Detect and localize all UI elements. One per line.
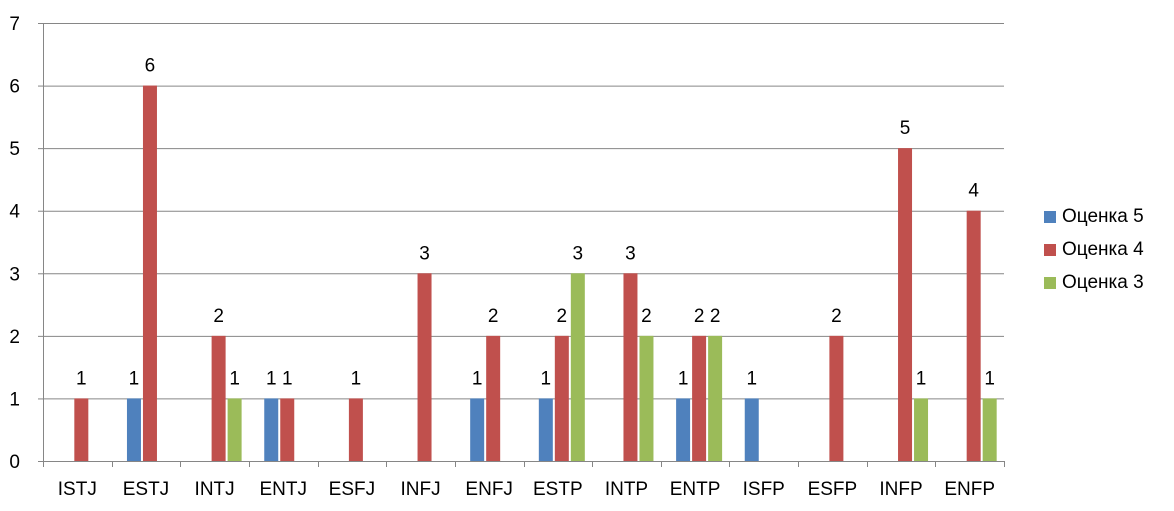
bar	[639, 335, 654, 461]
legend-swatch	[1044, 210, 1056, 223]
data-label: 1	[229, 368, 240, 389]
data-label: 1	[541, 368, 552, 389]
data-label: 2	[488, 306, 499, 327]
bar	[982, 398, 997, 461]
bar	[623, 273, 638, 461]
data-label: 2	[641, 306, 652, 327]
data-label: 2	[694, 306, 705, 327]
data-label: 1	[678, 368, 689, 389]
data-label: 2	[710, 306, 721, 327]
bar	[554, 335, 569, 461]
x-tick-label: ISFP	[743, 479, 785, 500]
data-label: 4	[968, 181, 979, 202]
x-tick-label: INTJ	[195, 479, 235, 500]
bar	[142, 85, 157, 462]
data-label: 1	[76, 368, 87, 389]
x-tick-label: ENFJ	[465, 479, 513, 500]
bar	[470, 398, 485, 461]
legend-item: Оценка 5	[1044, 200, 1144, 233]
legend-swatch	[1044, 276, 1056, 289]
bar	[126, 398, 141, 461]
x-tick-label: ENFP	[944, 479, 995, 500]
x-tick-label: INTP	[605, 479, 648, 500]
data-label: 2	[213, 306, 224, 327]
x-tick-label: ENTJ	[260, 479, 308, 500]
legend-item: Оценка 4	[1044, 233, 1144, 266]
data-label: 1	[472, 368, 483, 389]
bar	[676, 398, 691, 461]
bar	[570, 273, 585, 461]
bar	[280, 398, 295, 461]
data-label: 3	[573, 243, 584, 264]
axes: 0 1 2 3 4 5 6 7 ISTJ ESTJ INTJ ENTJ ESFJ INFJ ENFJ ESTP…	[9, 14, 1005, 500]
bar	[898, 148, 913, 461]
bar	[211, 335, 226, 461]
data-label: 6	[145, 56, 156, 77]
x-tick-label: ESFJ	[329, 479, 375, 500]
legend: Оценка 5 Оценка 4 Оценка 3	[1044, 200, 1144, 299]
x-tick-label: ESTJ	[123, 479, 169, 500]
bar	[692, 335, 707, 461]
y-tick-label: 3	[9, 264, 20, 285]
bar	[744, 398, 759, 461]
legend-swatch	[1044, 243, 1056, 256]
bar	[74, 398, 89, 461]
gridlines	[43, 23, 1004, 400]
data-label: 1	[746, 368, 757, 389]
data-label: 1	[916, 368, 927, 389]
data-label: 2	[557, 306, 568, 327]
x-tick-label: INFP	[879, 479, 922, 500]
bars	[74, 85, 997, 462]
x-tick-label: ENTP	[670, 479, 721, 500]
x-tick-label: INFJ	[400, 479, 440, 500]
x-tick-label: ISTJ	[58, 479, 97, 500]
data-label: 5	[900, 118, 911, 139]
y-tick-label: 1	[9, 389, 20, 410]
bar	[264, 398, 279, 461]
bar	[348, 398, 363, 461]
data-label: 3	[625, 243, 636, 264]
bar	[829, 335, 844, 461]
y-tick-label: 7	[9, 14, 20, 35]
y-tick-label: 2	[9, 327, 20, 348]
legend-label: Оценка 3	[1062, 271, 1144, 293]
legend-item: Оценка 3	[1044, 266, 1144, 299]
y-tick-label: 6	[9, 77, 20, 98]
legend-label: Оценка 5	[1062, 205, 1144, 227]
bar	[914, 398, 929, 461]
data-label: 3	[419, 243, 430, 264]
y-tick-label: 5	[9, 139, 20, 160]
data-label: 1	[351, 368, 362, 389]
bar	[227, 398, 242, 461]
bar	[966, 210, 981, 461]
data-label: 1	[282, 368, 293, 389]
data-label: 1	[266, 368, 277, 389]
bar	[417, 273, 432, 461]
legend-label: Оценка 4	[1062, 238, 1144, 260]
bar	[708, 335, 723, 461]
bar	[486, 335, 501, 461]
x-tick-label: ESTP	[533, 479, 583, 500]
y-tick-label: 4	[9, 202, 20, 223]
data-label: 1	[129, 368, 140, 389]
x-tick-label: ESFP	[808, 479, 858, 500]
data-label: 2	[831, 306, 842, 327]
y-tick-label: 0	[9, 452, 20, 473]
bar	[538, 398, 553, 461]
data-label: 1	[984, 368, 995, 389]
